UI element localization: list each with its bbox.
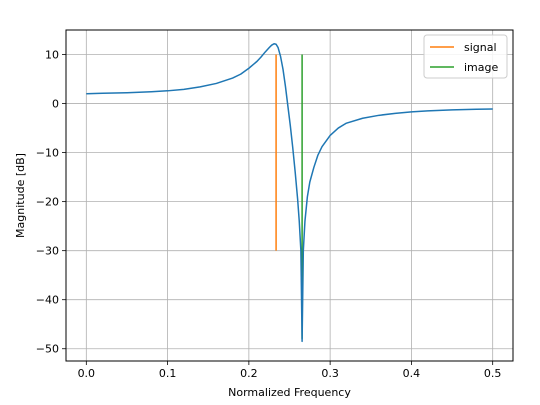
y-tick-label: −50: [36, 343, 59, 356]
series-response-curve: [86, 42, 493, 343]
y-tick-label: −20: [36, 196, 59, 209]
legend-label-image: image: [464, 61, 498, 74]
y-tick-label: −30: [36, 245, 59, 258]
y-axis-label: Magnitude [dB]: [14, 153, 27, 238]
series-layer: [86, 42, 493, 343]
x-tick-label: 0.4: [403, 367, 421, 380]
x-tick-label: 0.5: [484, 367, 502, 380]
y-tick-label: 10: [45, 49, 59, 62]
x-axis-label: Normalized Frequency: [228, 386, 351, 399]
legend-label-signal: signal: [464, 41, 497, 54]
plot-frame: [65, 29, 514, 362]
grid-lines: [66, 30, 513, 361]
x-tick-label: 0.0: [78, 367, 96, 380]
x-tick-label: 0.1: [159, 367, 177, 380]
x-axis-ticks: 0.0 0.1 0.2 0.3 0.4 0.5: [78, 361, 502, 380]
y-tick-label: 0: [52, 98, 59, 111]
x-tick-label: 0.2: [240, 367, 258, 380]
legend: signal image: [423, 34, 508, 79]
x-tick-label: 0.3: [321, 367, 339, 380]
y-axis-ticks: −50 −40 −30 −20 −10 0 10: [36, 49, 66, 356]
y-tick-label: −40: [36, 294, 59, 307]
y-tick-label: −10: [36, 147, 59, 160]
